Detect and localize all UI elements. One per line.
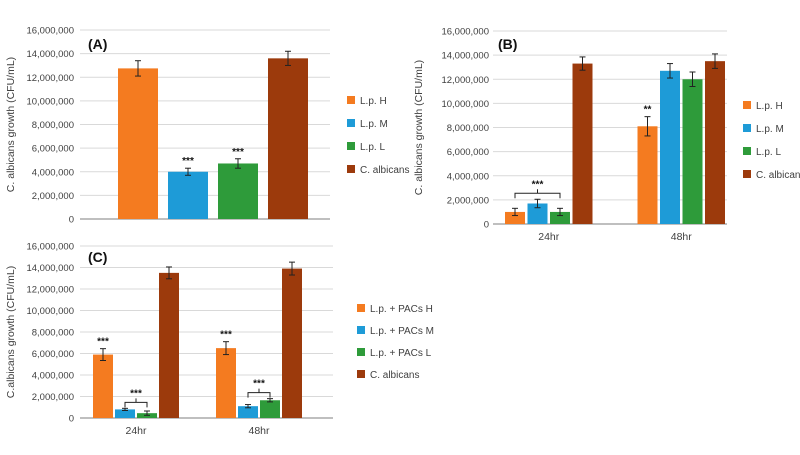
y-tick-label: 14,000,000 [26, 49, 74, 60]
significance-label: ** [644, 105, 652, 116]
panel-label: (B) [498, 36, 517, 52]
y-tick-label: 2,000,000 [447, 195, 489, 206]
bar [572, 63, 593, 224]
legend-label: L.p. L [756, 147, 781, 158]
bar [115, 409, 135, 418]
y-tick-label: 10,000,000 [26, 306, 74, 317]
y-tick-label: 2,000,000 [32, 392, 74, 403]
y-tick-label: 6,000,000 [32, 349, 74, 360]
y-tick-label: 2,000,000 [32, 191, 74, 202]
legend-swatch [347, 165, 355, 173]
y-tick-label: 0 [69, 414, 74, 425]
legend-label: L.p. + PACs L [370, 348, 432, 359]
significance-label: *** [253, 379, 265, 390]
bar [159, 272, 179, 418]
y-tick-label: 4,000,000 [32, 167, 74, 178]
legend-swatch [743, 124, 751, 132]
y-tick-label: 16,000,000 [441, 27, 489, 38]
x-tick-label: 24hr [125, 425, 147, 437]
y-tick-label: 4,000,000 [447, 171, 489, 182]
bar [93, 354, 113, 418]
legend-swatch [357, 304, 365, 312]
legend-label: L.p. H [360, 96, 387, 107]
y-tick-label: 6,000,000 [447, 147, 489, 158]
legend-swatch [347, 119, 355, 127]
significance-bracket [514, 192, 561, 199]
legend-swatch [347, 142, 355, 150]
y-tick-label: 8,000,000 [32, 328, 74, 339]
bar [682, 79, 703, 224]
y-axis-label: C.albicans growth (CFU/mL) [5, 266, 17, 398]
bar [660, 70, 680, 225]
bar [527, 203, 548, 224]
y-axis-label: C. albicans growth (CFU/mL) [413, 60, 425, 195]
y-tick-label: 12,000,000 [26, 285, 74, 296]
bar [260, 400, 280, 418]
bar [218, 163, 258, 219]
panel-label: (A) [88, 36, 107, 52]
bar [550, 211, 570, 224]
panel-label: (C) [88, 249, 107, 265]
bar [637, 126, 658, 224]
legend-label: L.p. H [756, 101, 783, 112]
y-tick-label: 12,000,000 [441, 75, 489, 86]
significance-bracket [124, 401, 148, 408]
y-tick-label: 12,000,000 [26, 73, 74, 84]
y-tick-label: 0 [484, 220, 489, 231]
y-tick-label: 8,000,000 [447, 123, 489, 134]
legend-label: C. albicans [370, 370, 419, 381]
legend-label: L.p. + PACs H [370, 304, 433, 315]
bar [118, 68, 158, 219]
bar [505, 211, 525, 224]
y-tick-label: 4,000,000 [32, 371, 74, 382]
y-tick-label: 16,000,000 [26, 26, 74, 37]
legend-swatch [743, 147, 751, 155]
legend-swatch [357, 348, 365, 356]
x-tick-label: 24hr [538, 231, 560, 243]
y-axis-label: C. albicans growth (CFU/mL) [5, 57, 17, 192]
bar [238, 406, 258, 418]
significance-label: *** [97, 337, 109, 348]
x-tick-label: 48hr [248, 425, 270, 437]
legend-swatch [743, 101, 751, 109]
legend-label: L.p. + PACs M [370, 326, 434, 337]
y-tick-label: 0 [69, 215, 74, 226]
significance-label: *** [532, 179, 544, 190]
legend-swatch [357, 326, 365, 334]
y-tick-label: 10,000,000 [441, 99, 489, 110]
bar [282, 268, 302, 418]
significance-label: *** [182, 156, 194, 167]
legend-swatch [357, 370, 365, 378]
y-tick-label: 14,000,000 [441, 51, 489, 62]
bar [268, 58, 308, 219]
y-tick-label: 14,000,000 [26, 263, 74, 274]
y-tick-label: 10,000,000 [26, 96, 74, 107]
x-tick-label: 48hr [671, 231, 693, 243]
legend-swatch [743, 170, 751, 178]
bar [705, 61, 725, 224]
legend-label: C. albicans [360, 165, 409, 176]
legend-label: L.p. L [360, 142, 385, 153]
y-tick-label: 8,000,000 [32, 120, 74, 131]
legend-swatch [347, 96, 355, 104]
significance-label: *** [130, 388, 142, 399]
y-tick-label: 16,000,000 [26, 242, 74, 253]
bar [216, 348, 236, 418]
legend-label: C. albicans [756, 170, 800, 181]
legend-label: L.p. M [756, 124, 784, 135]
bar [168, 171, 208, 219]
y-tick-label: 6,000,000 [32, 144, 74, 155]
significance-label: *** [232, 147, 244, 158]
significance-label: *** [220, 330, 232, 341]
legend-label: L.p. M [360, 119, 388, 130]
